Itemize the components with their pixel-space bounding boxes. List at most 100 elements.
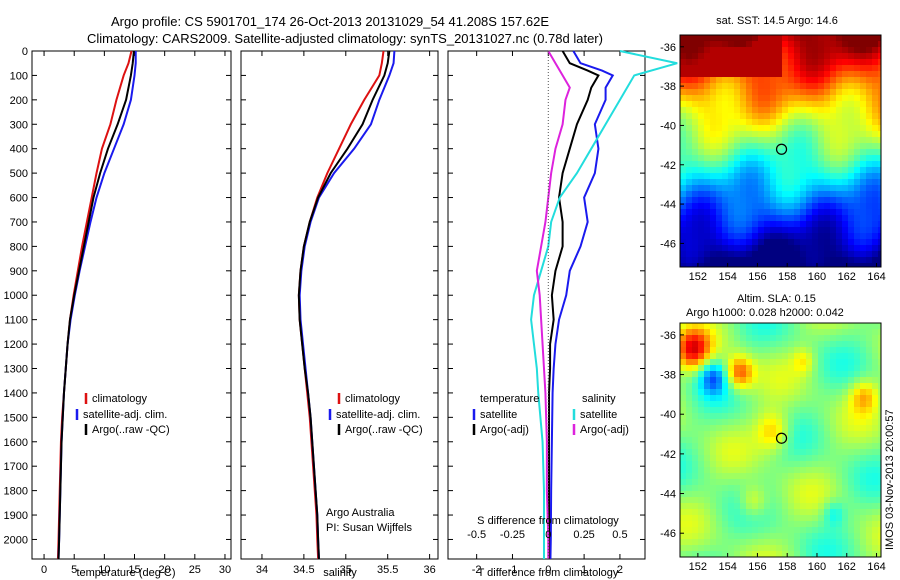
sst-cell <box>704 107 710 113</box>
sst-cell <box>722 125 728 131</box>
sst-cell <box>794 233 800 239</box>
sst-cell <box>680 101 686 107</box>
sst-cell <box>842 245 848 251</box>
sst-cell <box>716 149 722 155</box>
sla-cell <box>692 413 698 419</box>
sla-cell <box>704 551 710 557</box>
sla-cell <box>740 515 746 521</box>
sla-cell <box>824 425 830 431</box>
sla-cell <box>704 497 710 503</box>
sst-cell <box>686 125 692 131</box>
sst-cell <box>806 161 812 167</box>
sst-cell <box>854 125 860 131</box>
sst-cell <box>848 101 854 107</box>
sla-cell <box>854 407 860 413</box>
sst-cell <box>830 95 836 101</box>
sla-cell <box>746 353 752 359</box>
sla-cell <box>788 539 794 545</box>
sla-cell <box>806 413 812 419</box>
sst-cell <box>746 125 752 131</box>
sla-cell <box>800 383 806 389</box>
sla-cell <box>764 395 770 401</box>
sla-cell <box>782 395 788 401</box>
sla-cell <box>776 341 782 347</box>
sla-cell <box>854 443 860 449</box>
sst-cell <box>800 185 806 191</box>
sst-cell <box>698 215 704 221</box>
sla-cell <box>704 407 710 413</box>
sla-cell <box>866 473 872 479</box>
sst-cell <box>830 233 836 239</box>
sst-cell <box>806 89 812 95</box>
sst-cell <box>836 155 842 161</box>
sst-cell <box>878 53 881 59</box>
sla-cell <box>782 479 788 485</box>
sla-cell <box>710 341 716 347</box>
sst-cell <box>842 203 848 209</box>
sst-cell <box>722 227 728 233</box>
sst-cell <box>866 215 872 221</box>
sla-cell <box>836 521 842 527</box>
sla-cell <box>776 521 782 527</box>
argo-position-marker <box>775 143 788 155</box>
sst-cell <box>818 35 824 41</box>
sst-cell <box>728 227 734 233</box>
sst-cell <box>782 221 788 227</box>
sla-cell <box>740 413 746 419</box>
sst-cell <box>758 215 764 221</box>
sst-cell <box>752 119 758 125</box>
sla-cell <box>776 449 782 455</box>
sst-cell <box>680 47 686 53</box>
sst-cell <box>764 155 770 161</box>
sst-cell <box>842 191 848 197</box>
sst-cell <box>758 65 764 71</box>
y-tick-label: -40 <box>660 120 676 132</box>
sst-cell <box>740 233 746 239</box>
sla-cell <box>764 539 770 545</box>
sla-cell <box>860 521 866 527</box>
sst-cell <box>830 101 836 107</box>
x-tick-label: -1 <box>508 564 518 576</box>
sla-cell <box>692 479 698 485</box>
sla-cell <box>788 527 794 533</box>
sla-cell <box>752 491 758 497</box>
sla-cell <box>710 389 716 395</box>
sla-cell <box>878 539 881 545</box>
sla-cell <box>746 539 752 545</box>
sla-cell <box>770 461 776 467</box>
sst-cell <box>680 137 686 143</box>
sla-cell <box>722 461 728 467</box>
sla-cell <box>842 461 848 467</box>
sst-cell <box>728 209 734 215</box>
sst-cell <box>686 209 692 215</box>
sla-cell <box>770 527 776 533</box>
sla-cell <box>692 335 698 341</box>
sst-cell <box>746 245 752 251</box>
salinity-legend: climatology satellite-adj. clim. Argo(..… <box>326 393 423 534</box>
sst-cell <box>752 257 758 263</box>
sla-cell <box>728 473 734 479</box>
sla-cell <box>734 515 740 521</box>
sst-cell <box>854 53 860 59</box>
sst-cell <box>848 191 854 197</box>
sla-cell <box>680 419 686 425</box>
sla-cell <box>746 485 752 491</box>
sla-cell <box>866 335 872 341</box>
sla-cell <box>830 341 836 347</box>
sst-cell <box>710 119 716 125</box>
sla-cell <box>878 497 881 503</box>
sla-cell <box>734 335 740 341</box>
sla-cell <box>818 497 824 503</box>
sla-cell <box>818 353 824 359</box>
sla-cell <box>740 383 746 389</box>
sst-cell <box>848 65 854 71</box>
sst-cell <box>806 197 812 203</box>
sst-cell <box>872 263 878 267</box>
sst-cell <box>836 203 842 209</box>
sla-cell <box>734 437 740 443</box>
sst-cell <box>680 227 686 233</box>
sst-cell <box>824 119 830 125</box>
sst-cell <box>764 239 770 245</box>
sst-cell <box>860 215 866 221</box>
x-tick-label: 0 <box>545 564 551 576</box>
